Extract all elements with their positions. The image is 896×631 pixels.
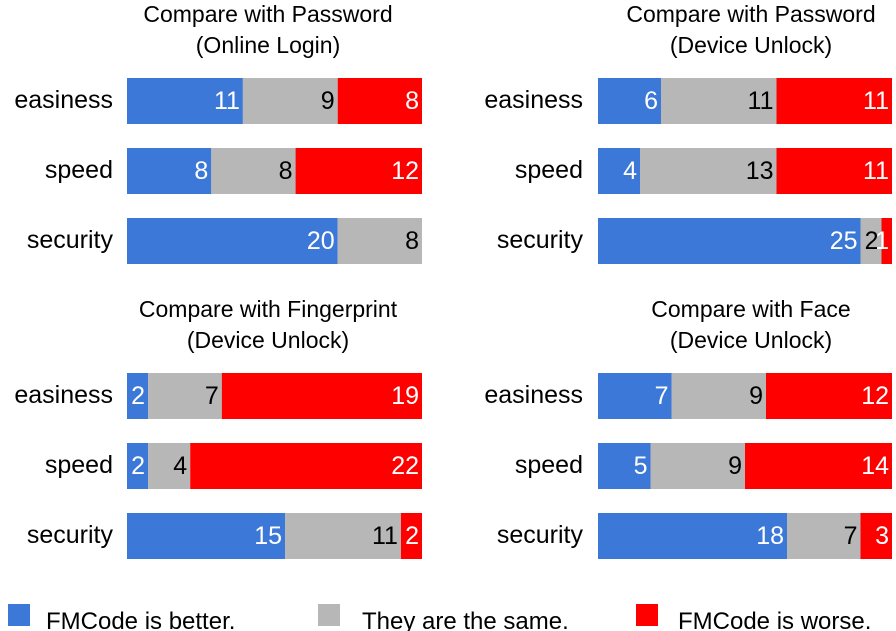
data-label: 15 <box>254 522 282 550</box>
bar-segment <box>127 513 286 559</box>
data-label: 2 <box>131 382 145 410</box>
bar-segment <box>127 218 338 264</box>
legend-label: FMCode is worse. <box>678 608 871 631</box>
legend-swatch <box>318 604 340 626</box>
bar-segment <box>860 218 882 264</box>
bar-segment <box>598 148 640 194</box>
data-label: 8 <box>194 157 208 185</box>
bar-segment <box>127 78 243 124</box>
bar-segment <box>337 78 422 124</box>
bar-segment <box>211 148 296 194</box>
bar-segment <box>671 373 766 419</box>
bar-segment <box>242 78 338 124</box>
data-label: 25 <box>830 227 858 255</box>
data-label: 2 <box>405 522 419 550</box>
bar-segment <box>881 218 892 264</box>
category-label-security: security <box>497 226 584 254</box>
category-label-speed: speed <box>45 451 113 479</box>
category-label-easiness: easiness <box>14 381 113 409</box>
category-label-easiness: easiness <box>484 381 583 409</box>
data-label: 6 <box>644 87 658 115</box>
bar-segment <box>598 218 861 264</box>
chart-subtitle: (Online Login) <box>196 32 340 58</box>
data-label: 22 <box>391 452 419 480</box>
bar-segment <box>598 78 661 124</box>
data-label: 1 <box>875 227 889 255</box>
category-label-easiness: easiness <box>484 86 583 114</box>
data-label: 12 <box>391 157 419 185</box>
chart-subtitle: (Device Unlock) <box>670 32 832 58</box>
data-label: 5 <box>634 452 648 480</box>
data-label: 11 <box>863 157 889 185</box>
bar-segment <box>127 148 212 194</box>
bar-segment <box>598 443 651 489</box>
chart-subtitle: (Device Unlock) <box>187 327 349 353</box>
bar-segment <box>148 443 191 489</box>
chart-title: Compare with Face <box>651 296 850 322</box>
data-label: 18 <box>756 522 784 550</box>
bar-segment <box>190 443 422 489</box>
data-label: 9 <box>321 87 335 115</box>
bar-segment <box>787 513 861 559</box>
bar-segment <box>745 443 892 489</box>
category-label-easiness: easiness <box>14 86 113 114</box>
data-label: 8 <box>405 227 419 255</box>
category-label-speed: speed <box>515 156 583 184</box>
legend-label: They are the same. <box>362 608 569 631</box>
bar-segment <box>776 78 892 124</box>
category-label-speed: speed <box>45 156 113 184</box>
bar-segment <box>337 218 422 264</box>
data-label: 11 <box>863 87 889 115</box>
data-label: 19 <box>391 382 419 410</box>
data-label: 11 <box>748 87 774 115</box>
chart-title: Compare with Fingerprint <box>139 296 398 322</box>
data-label: 12 <box>861 382 889 410</box>
bar-segment <box>127 373 149 419</box>
bar-segment <box>650 443 745 489</box>
category-label-security: security <box>27 521 114 549</box>
data-label: 20 <box>307 227 335 255</box>
data-label: 11 <box>372 522 398 550</box>
bar-segment <box>400 513 422 559</box>
data-label: 7 <box>844 522 858 550</box>
data-label: 9 <box>728 452 742 480</box>
data-label: 4 <box>623 157 637 185</box>
data-label: 2 <box>865 227 879 255</box>
bar-segment <box>148 373 222 419</box>
chart-subtitle: (Device Unlock) <box>670 327 832 353</box>
bar-segment <box>860 513 892 559</box>
legend-swatch <box>8 604 30 626</box>
bar-segment <box>285 513 401 559</box>
legend-swatch <box>636 604 658 626</box>
chart-title: Compare with Password <box>143 1 392 27</box>
bar-segment <box>221 373 422 419</box>
bar-segment <box>640 148 777 194</box>
data-label: 9 <box>749 382 763 410</box>
category-label-security: security <box>27 226 114 254</box>
category-label-security: security <box>497 521 584 549</box>
bar-segment <box>127 443 149 489</box>
data-label: 3 <box>875 522 889 550</box>
legend-label: FMCode is better. <box>46 608 235 631</box>
bar-segment <box>661 78 777 124</box>
bar-segment <box>766 373 892 419</box>
data-label: 7 <box>655 382 669 410</box>
data-label: 8 <box>279 157 293 185</box>
data-label: 13 <box>746 157 774 185</box>
data-label: 4 <box>173 452 187 480</box>
category-label-speed: speed <box>515 451 583 479</box>
data-label: 8 <box>405 87 419 115</box>
chart-title: Compare with Password <box>626 1 875 27</box>
bar-segment <box>598 513 787 559</box>
data-label: 7 <box>205 382 219 410</box>
data-label: 11 <box>214 87 240 115</box>
data-label: 2 <box>131 452 145 480</box>
bar-segment <box>295 148 422 194</box>
bar-segment <box>776 148 892 194</box>
data-label: 14 <box>861 452 889 480</box>
bar-segment <box>598 373 672 419</box>
